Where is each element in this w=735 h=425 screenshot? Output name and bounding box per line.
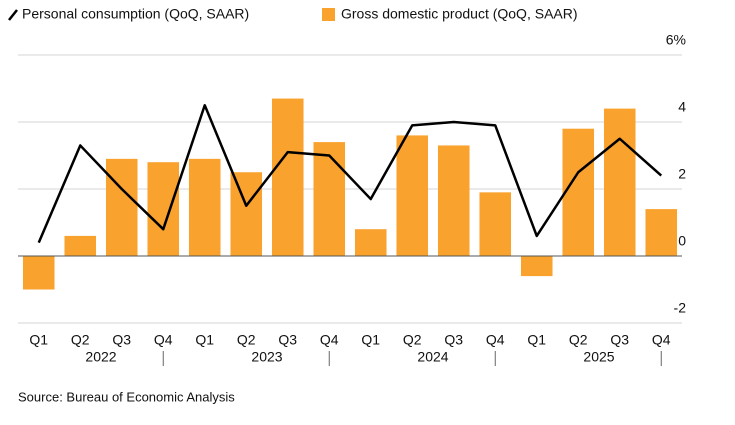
x-tick-label: Q3 [444,332,463,348]
x-tick-label: Q3 [278,332,297,348]
x-group-label: 2023 [251,349,282,365]
bar [105,158,138,256]
legend-bar-icon [322,8,335,21]
bar [396,135,429,256]
x-tick-label: Q1 [29,332,48,348]
bar [64,235,97,256]
x-tick-label: Q4 [320,332,339,348]
legend-line-icon [8,9,18,21]
x-tick-label: Q2 [237,332,256,348]
bar [147,162,180,256]
x-tick-label: Q1 [527,332,546,348]
x-group-label: 2022 [85,349,116,365]
x-tick-label: Q3 [112,332,131,348]
bar [603,108,636,256]
bar [188,158,221,256]
legend-label: Personal consumption (QoQ, SAAR) [22,6,249,22]
bar [479,192,512,256]
source-note: Source: Bureau of Economic Analysis [18,389,235,404]
x-tick-label: Q4 [486,332,505,348]
x-group-label: 2025 [583,349,614,365]
bar [230,172,263,256]
bar [520,256,553,277]
line [37,104,663,244]
x-tick-label: Q1 [195,332,214,348]
x-tick-label: Q2 [569,332,588,348]
bar [354,229,387,256]
bar [437,145,470,256]
x-tick-label: Q4 [652,332,671,348]
y-tick-label: 2 [678,166,686,182]
bar [562,128,595,256]
y-tick-label: -2 [674,300,687,316]
x-tick-label: Q4 [154,332,173,348]
y-tick-label: 4 [678,99,686,115]
y-tick-label: 0 [678,233,686,249]
x-tick-label: Q3 [610,332,629,348]
bar [645,209,678,256]
x-tick-label: Q1 [361,332,380,348]
x-group-label: 2024 [417,349,448,365]
bar [271,98,304,256]
legend-label: Gross domestic product (QoQ, SAAR) [341,6,578,22]
y-tick-label: 6% [666,32,686,48]
bar [313,142,346,256]
x-tick-label: Q2 [71,332,90,348]
x-tick-label: Q2 [403,332,422,348]
bar [22,256,55,290]
